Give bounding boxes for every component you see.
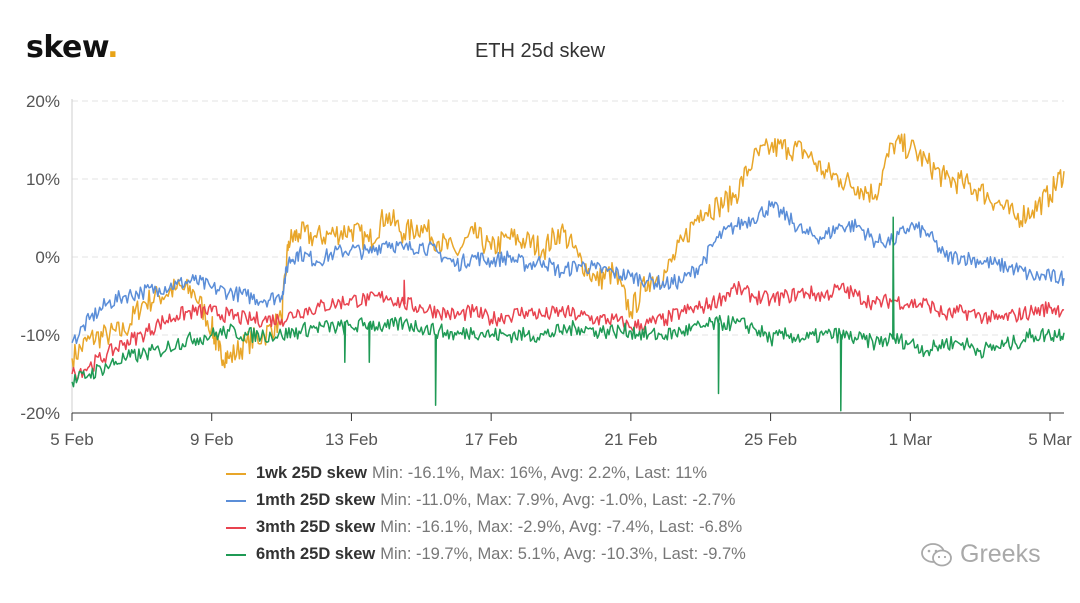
legend-stats-1mth: Min: -11.0%, Max: 7.9%, Avg: -1.0%, Last… — [380, 491, 736, 509]
legend-item-3mth[interactable]: 3mth 25D skew Min: -16.1%, Max: -2.9%, A… — [226, 514, 746, 541]
series-line-1wk — [71, 133, 1065, 371]
series-line-1mth — [71, 200, 1065, 345]
y-tick-label: 10% — [26, 170, 60, 189]
x-tick-label: 25 Feb — [744, 430, 797, 449]
axis-layer: 20% 10% 0% -10% -20% 5 Feb 9 Feb 13 Feb 17 Feb 21… — [20, 92, 1072, 449]
chart-title: ETH 25d skew — [474, 40, 606, 62]
legend-swatch-3mth — [226, 526, 246, 529]
legend-stats-6mth: Min: -19.7%, Max: 5.1%, Avg: -10.3%, Las… — [380, 545, 746, 563]
grid-layer — [72, 100, 1064, 336]
legend-stats-1wk: Min: -16.1%, Max: 16%, Avg: 2.2%, Last: … — [372, 464, 708, 482]
series-layer — [71, 133, 1065, 412]
y-tick-label: 20% — [26, 92, 60, 111]
legend-item-1mth[interactable]: 1mth 25D skew Min: -11.0%, Max: 7.9%, Av… — [226, 487, 746, 514]
x-tick-label: 21 Feb — [604, 430, 657, 449]
watermark-text: Greeks — [960, 540, 1041, 568]
legend-swatch-6mth — [226, 553, 246, 556]
x-tick-label: 5 Feb — [50, 430, 93, 449]
x-tick-label: 13 Feb — [325, 430, 378, 449]
legend-stats-3mth: Min: -16.1%, Max: -2.9%, Avg: -7.4%, Las… — [380, 518, 743, 536]
y-tick-label: -20% — [20, 404, 60, 423]
legend-swatch-1wk — [226, 472, 246, 475]
legend-item-1wk[interactable]: 1wk 25D skew Min: -16.1%, Max: 16%, Avg:… — [226, 460, 746, 487]
legend-label-1wk: 1wk 25D skew — [256, 464, 367, 482]
x-tick-label: 17 Feb — [465, 430, 518, 449]
legend-label-6mth: 6mth 25D skew — [256, 545, 376, 563]
wechat-icon — [921, 542, 952, 566]
legend-label-3mth: 3mth 25D skew — [256, 518, 376, 536]
y-tick-label: 0% — [35, 248, 60, 267]
logo-text: skew — [26, 30, 108, 65]
legend-item-6mth[interactable]: 6mth 25D skew Min: -19.7%, Max: 5.1%, Av… — [226, 541, 746, 568]
legend: 1wk 25D skew Min: -16.1%, Max: 16%, Avg:… — [226, 460, 746, 568]
y-tick-label: -10% — [20, 326, 60, 345]
x-tick-label: 5 Mar — [1028, 430, 1072, 449]
legend-swatch-1mth — [226, 499, 246, 502]
series-line-6mth — [71, 216, 1065, 412]
watermark: Greeks — [920, 540, 1041, 569]
legend-label-1mth: 1mth 25D skew — [256, 491, 376, 509]
series-line-3mth — [71, 279, 1065, 380]
x-tick-label: 1 Mar — [889, 430, 933, 449]
skew-logo: skew. — [26, 30, 119, 65]
x-tick-label: 9 Feb — [190, 430, 233, 449]
logo-dot: . — [107, 30, 119, 65]
